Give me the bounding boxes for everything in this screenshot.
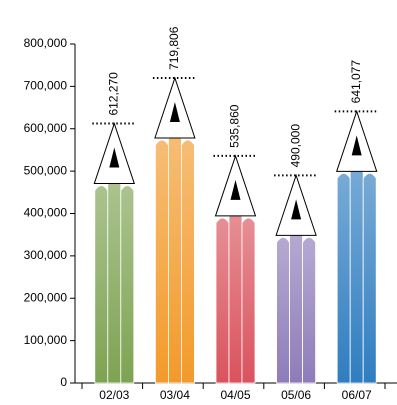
y-tick-label: 100,000 [24, 333, 68, 347]
pencil-flute [349, 166, 364, 384]
y-tick-label: 400,000 [24, 206, 68, 220]
value-label: 490,000 [288, 124, 302, 168]
pencil-lead [351, 135, 362, 156]
x-tick-label: 05/06 [281, 388, 311, 400]
y-tick-label: 0 [60, 375, 67, 389]
pencil [275, 173, 317, 384]
value-label: 719,806 [167, 26, 181, 70]
pencil-lead [291, 199, 302, 220]
y-tick-label: 300,000 [24, 248, 68, 262]
y-tick-label: 600,000 [24, 121, 68, 135]
y-tick-label: 500,000 [24, 163, 68, 177]
x-tick-label: 06/07 [342, 388, 372, 400]
value-label: 612,270 [106, 72, 120, 116]
x-tick-label: 03/04 [160, 388, 190, 400]
pencil [93, 121, 135, 384]
pencil [154, 76, 196, 384]
pencil-flute [302, 236, 316, 384]
y-tick-label: 700,000 [24, 79, 68, 93]
pencil-flute [107, 179, 122, 384]
pencil-flute [241, 217, 256, 384]
value-label: 535,860 [228, 104, 242, 148]
pencil-lead [169, 101, 180, 122]
pencil [214, 154, 257, 384]
x-tick-label: 02/03 [99, 388, 129, 400]
value-label: 641,077 [349, 60, 363, 104]
pencil-flute [120, 185, 135, 384]
pencil-flute [155, 139, 169, 384]
pencil-flute [181, 139, 195, 384]
pencil-flute [228, 211, 243, 384]
pencil-flute [94, 185, 109, 384]
pencil-flute [276, 236, 290, 384]
pencil-lead [230, 179, 241, 200]
y-tick-label: 800,000 [24, 36, 68, 50]
pencil-flute [362, 172, 377, 384]
x-tick-label: 04/05 [220, 388, 250, 400]
pencil-flute [215, 217, 230, 384]
pencil-flute [289, 230, 303, 384]
pencil-flute [336, 172, 351, 384]
pencil-lead [109, 147, 120, 168]
pencil [336, 109, 378, 384]
pencil-flute [168, 133, 182, 384]
y-tick-label: 200,000 [24, 290, 68, 304]
